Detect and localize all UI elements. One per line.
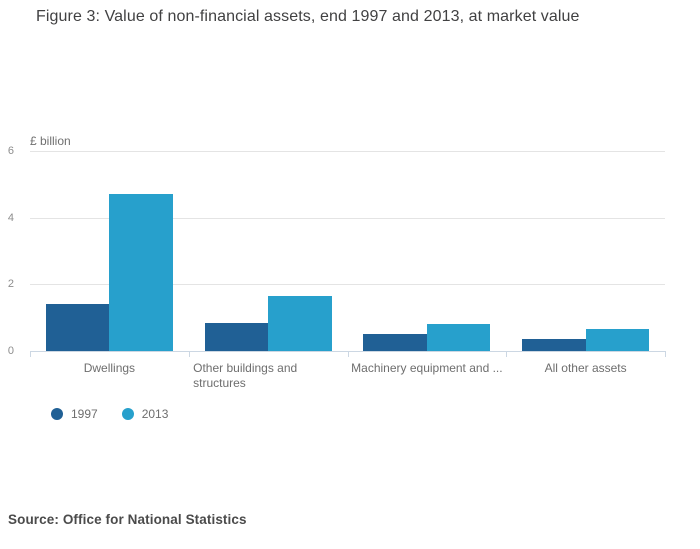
category-label-text: Other buildings and structures [193, 361, 298, 390]
bar-1997-all-other-assets[interactable] [522, 339, 586, 351]
bar-2013-all-other-assets[interactable] [585, 329, 650, 351]
bar-2013-dwellings[interactable] [109, 194, 173, 351]
category-label-text: Machinery equipment and ... [351, 361, 503, 375]
legend-label-1997: 1997 [71, 407, 98, 421]
gridline-6 [30, 151, 665, 152]
y-axis-label-6: 6 [7, 145, 14, 157]
gridline-4 [30, 217, 665, 219]
chart-legend: 1997 2013 [51, 407, 168, 421]
bar-1997-other-buildings-and[interactable] [204, 322, 269, 351]
y-axis-label-2: 2 [7, 278, 14, 291]
x-axis-tick [665, 351, 666, 357]
bar-1997-machinery-equipment-and[interactable] [363, 334, 427, 351]
category-label-all-other-assets: All other assets [506, 361, 665, 391]
y-axis-title: £ billion [30, 134, 71, 148]
plot-area [30, 151, 665, 351]
gridline-2 [30, 284, 665, 286]
x-axis-tick [506, 351, 508, 357]
category-label-other-buildings-and: Other buildings and structures [189, 361, 348, 391]
x-axis-tick [30, 351, 31, 357]
bar-1997-dwellings[interactable] [45, 304, 110, 351]
source-note: Source: Office for National Statistics [8, 512, 247, 527]
category-label-machinery-equipment-and: Machinery equipment and ... [348, 361, 507, 391]
x-axis-tick [347, 351, 349, 357]
category-label-dwellings: Dwellings [30, 361, 189, 391]
category-label-text: All other assets [544, 361, 627, 375]
bar-2013-other-buildings-and[interactable] [268, 296, 332, 351]
y-axis-label-0: 0 [7, 345, 14, 357]
legend-dot-1997 [51, 408, 63, 420]
legend-label-2013: 2013 [141, 407, 169, 421]
category-axis: Dwellings Other buildings and structures Ma… [30, 361, 665, 391]
x-axis-tick [188, 351, 190, 357]
legend-dot-2013 [121, 408, 134, 420]
chart-title: Figure 3: Value of non-financial assets,… [36, 8, 580, 25]
legend-item-1997[interactable]: 1997 [51, 407, 98, 421]
bar-2013-machinery-equipment-and[interactable] [426, 324, 491, 351]
category-label-text: Dwellings [83, 361, 136, 375]
y-axis-label-4: 4 [7, 211, 14, 224]
legend-item-2013[interactable]: 2013 [121, 407, 169, 421]
